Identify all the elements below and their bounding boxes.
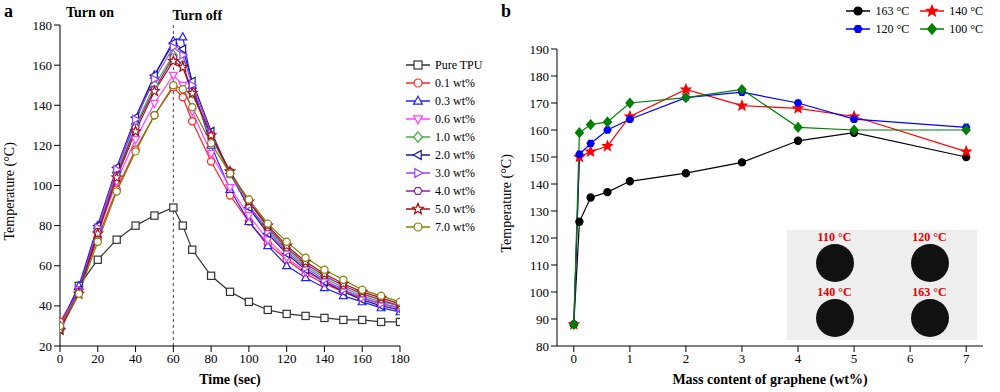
svg-text:110: 110 [530,258,549,273]
html-text:140 °C: 140 °C [949,3,983,18]
svg-text:150: 150 [530,150,550,165]
html-text:7.0 wt%: 7.0 wt% [435,219,475,234]
svg-text:6: 6 [907,351,914,366]
svg-text:80: 80 [205,351,218,366]
svg-text:60: 60 [39,258,52,273]
svg-text:20: 20 [39,339,52,354]
svg-text:Time (sec): Time (sec) [199,372,261,388]
svg-text:140: 140 [315,351,335,366]
svg-text:7: 7 [963,351,970,366]
svg-text:170: 170 [530,96,550,111]
svg-text:40: 40 [39,298,52,313]
svg-text:90: 90 [536,312,549,327]
html-text:a: a [4,1,13,21]
html-text:140 °C: 140 °C [817,285,852,299]
svg-text:80: 80 [536,339,549,354]
svg-text:Temperature (°C): Temperature (°C) [499,154,515,253]
html-text:0.6 wt%: 0.6 wt% [435,111,475,126]
svg-text:3: 3 [739,351,746,366]
svg-text:20: 20 [91,351,104,366]
html-text:163 °C: 163 °C [875,3,910,18]
svg-text:100: 100 [530,285,550,300]
svg-text:2: 2 [683,351,690,366]
html-text:Turn on: Turn on [66,5,115,20]
svg-text:160: 160 [33,58,53,73]
svg-text:80: 80 [39,218,52,233]
svg-text:120: 120 [530,231,550,246]
svg-text:180: 180 [33,18,53,33]
html-text:3.0 wt%: 3.0 wt% [435,165,475,180]
html-text:1.0 wt%: 1.0 wt% [435,129,475,144]
svg-text:Mass content of graphene (wt%): Mass content of graphene (wt%) [672,372,868,388]
html-text:100 °C: 100 °C [949,21,983,36]
svg-text:0: 0 [57,351,64,366]
html-text:4.0 wt%: 4.0 wt% [435,183,475,198]
html-text:110 °C: 110 °C [817,230,852,244]
html-text:163 °C: 163 °C [912,285,947,299]
html-text:0.3 wt%: 0.3 wt% [435,93,475,108]
svg-text:130: 130 [530,204,550,219]
html-text:5.0 wt%: 5.0 wt% [435,201,475,216]
svg-text:40: 40 [129,351,142,366]
svg-text:140: 140 [530,177,550,192]
svg-text:100: 100 [33,178,53,193]
svg-text:5: 5 [851,351,858,366]
svg-text:60: 60 [167,351,180,366]
svg-text:4: 4 [795,351,802,366]
svg-text:180: 180 [530,69,550,84]
svg-text:1: 1 [627,351,634,366]
svg-text:120: 120 [277,351,297,366]
html-text:2.0 wt%: 2.0 wt% [435,147,475,162]
svg-text:160: 160 [530,123,550,138]
svg-text:160: 160 [352,351,372,366]
html-text:120 °C: 120 °C [875,21,910,36]
html-text:Pure TPU: Pure TPU [435,57,483,72]
svg-text:Temperature (°C): Temperature (°C) [2,142,18,241]
svg-text:0: 0 [571,351,578,366]
html-text:0.1 wt%: 0.1 wt% [435,75,475,90]
html-text:b: b [501,1,511,21]
html-text:120 °C: 120 °C [912,230,947,244]
svg-text:120: 120 [33,138,53,153]
svg-text:190: 190 [530,42,550,57]
svg-text:100: 100 [239,351,259,366]
svg-text:180: 180 [390,351,410,366]
svg-text:140: 140 [33,98,53,113]
svg-text:Turn off: Turn off [172,8,222,23]
